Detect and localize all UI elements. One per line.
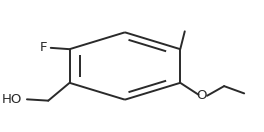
- Text: HO: HO: [2, 93, 22, 106]
- Text: O: O: [196, 89, 207, 102]
- Text: F: F: [40, 41, 47, 54]
